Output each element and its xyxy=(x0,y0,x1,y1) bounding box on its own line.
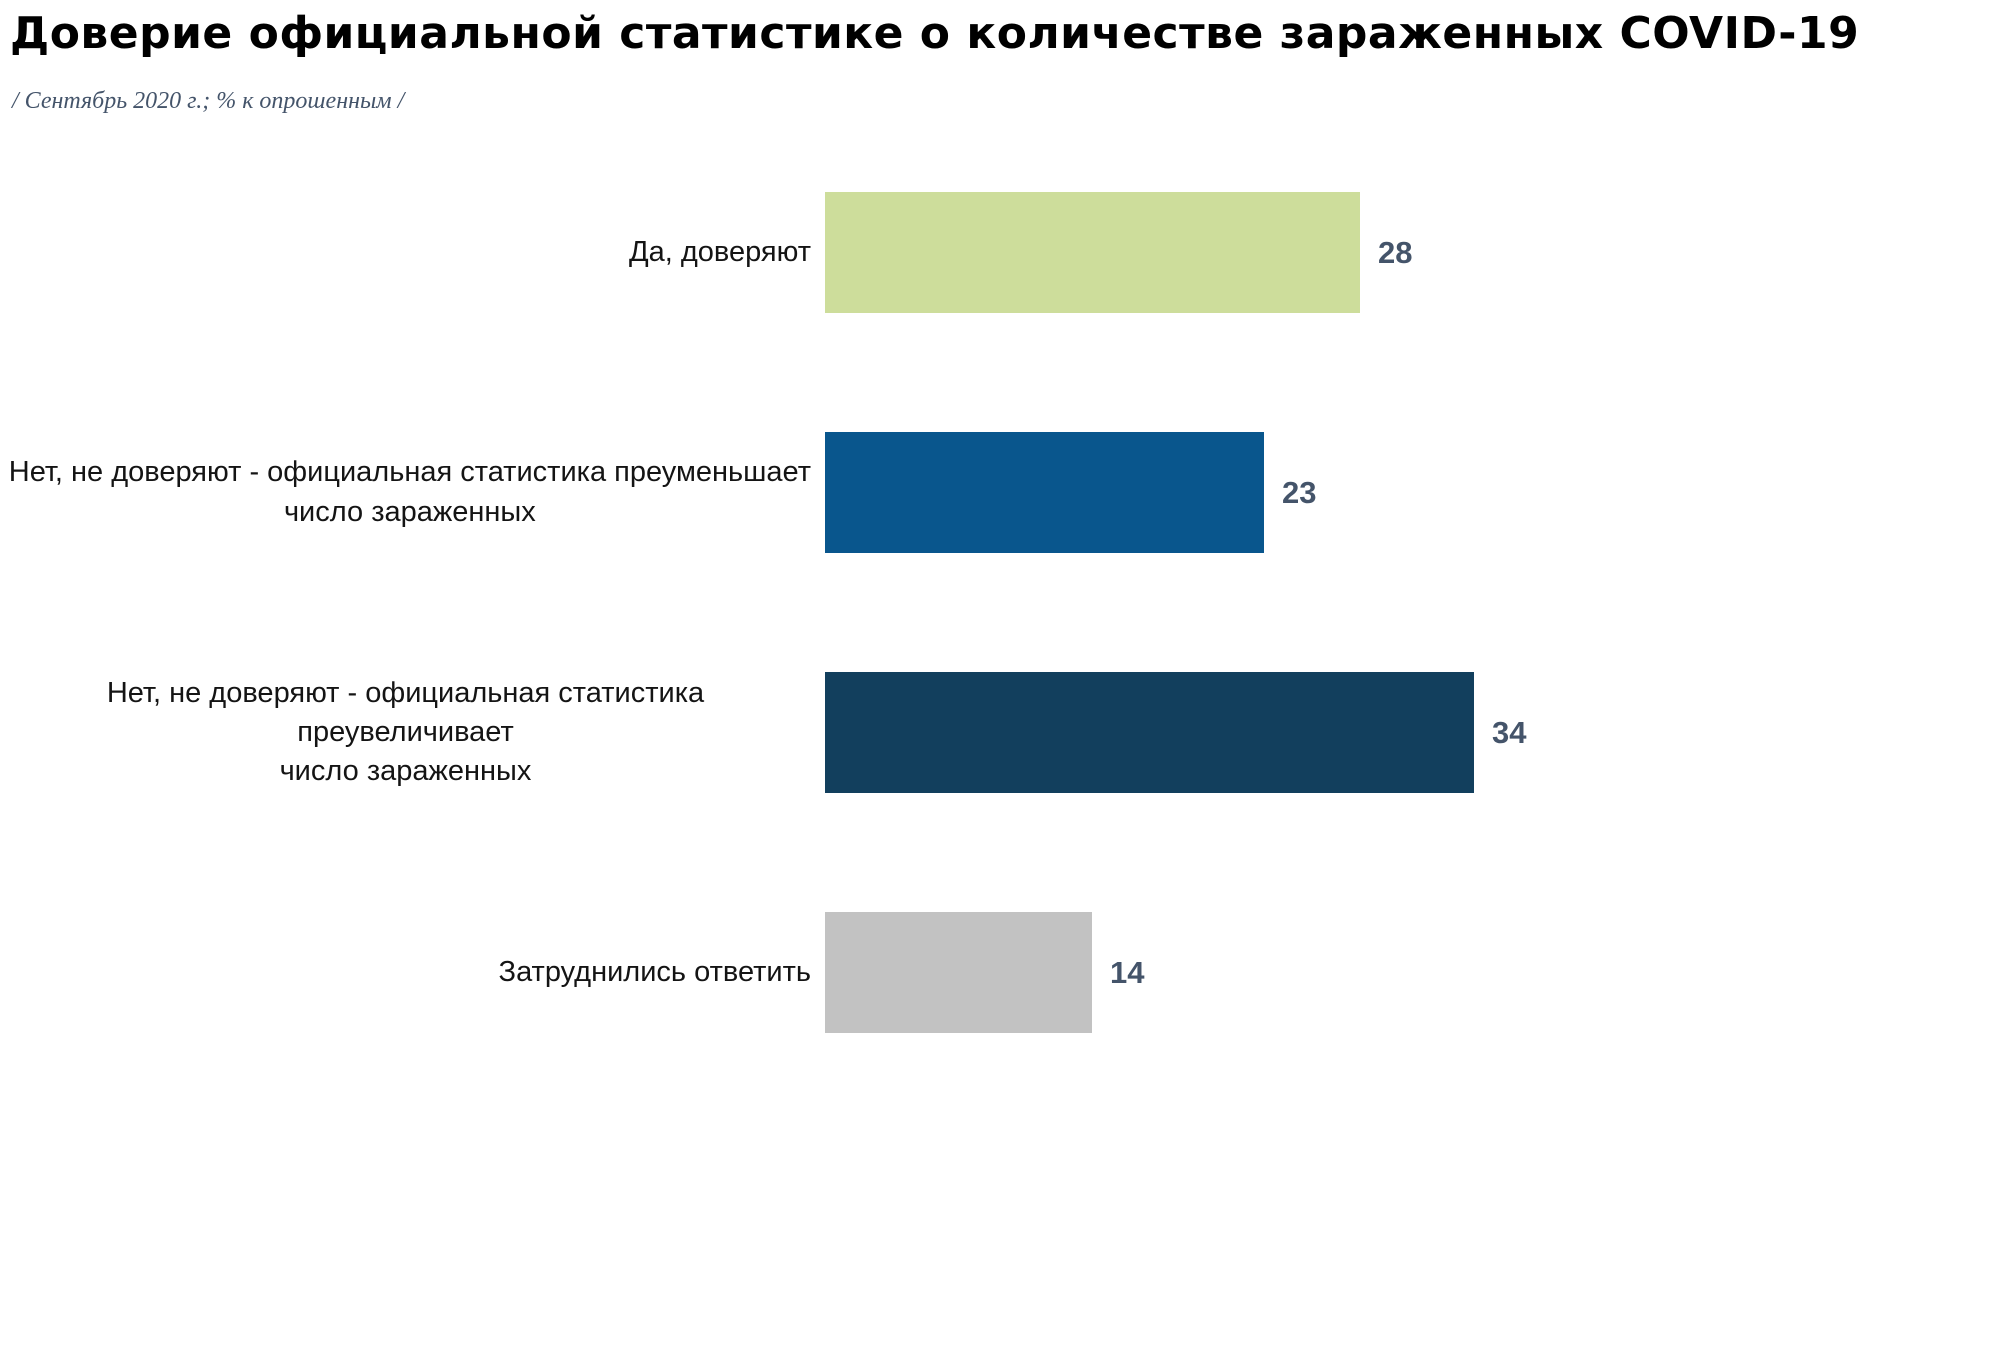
bar-label-text: Нет, не доверяют - официальная статистик… xyxy=(106,676,705,788)
bar-track: 23 xyxy=(825,432,2000,553)
bar-row: Нет, не доверяют - официальная статистик… xyxy=(0,672,2000,793)
chart-title: Доверие официальной статистике о количес… xyxy=(10,8,1860,59)
bar xyxy=(825,192,1360,313)
bar xyxy=(825,912,1092,1033)
bar xyxy=(825,432,1264,553)
bar-label: Нет, не доверяют - официальная статистик… xyxy=(0,674,811,791)
bar-track: 28 xyxy=(825,192,2000,313)
bar xyxy=(825,672,1474,793)
bar-chart: Да, доверяют 28 Нет, не доверяют - официал… xyxy=(0,192,2000,1152)
bar-label: Затруднились ответить xyxy=(0,953,811,992)
bar-value: 28 xyxy=(1378,234,1413,270)
bar-track: 34 xyxy=(825,672,2000,793)
bar-row: Затруднились ответить 14 xyxy=(0,912,2000,1033)
bar-label-text: Затруднились ответить xyxy=(498,955,811,988)
chart-subtitle: / Сентябрь 2020 г.; % к опрошенным / xyxy=(12,88,405,114)
bar-label-text: Да, доверяют xyxy=(628,235,811,268)
bar-row: Да, доверяют 28 xyxy=(0,192,2000,313)
bar-value: 14 xyxy=(1110,954,1145,990)
bar-value: 23 xyxy=(1282,474,1317,510)
bar-label: Нет, не доверяют - официальная статистик… xyxy=(0,453,811,531)
bar-track: 14 xyxy=(825,912,2000,1033)
bar-label: Да, доверяют xyxy=(0,233,811,272)
bar-value: 34 xyxy=(1492,714,1527,750)
bar-row: Нет, не доверяют - официальная статистик… xyxy=(0,432,2000,553)
bar-label-text: Нет, не доверяют - официальная статистик… xyxy=(8,456,811,528)
